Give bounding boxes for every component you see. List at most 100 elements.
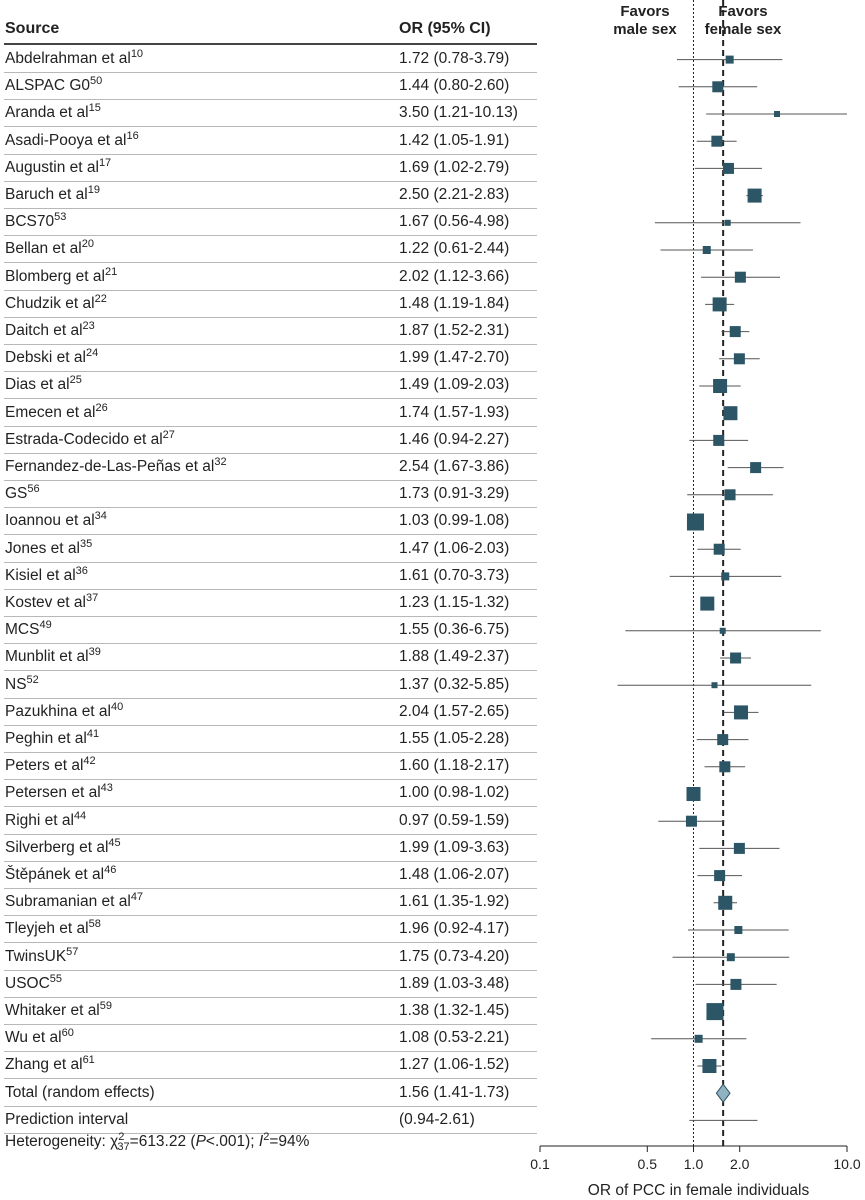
reference-number: 44 <box>73 809 87 822</box>
or-ci-cell: 1.55 (0.36-6.75) <box>399 621 510 639</box>
row-divider <box>4 507 537 509</box>
reference-number: 49 <box>39 619 52 632</box>
table-row: Blomberg et al21 2.02 (1.12-3.66) <box>0 264 540 291</box>
table-row: Righi et al44 0.97 (0.59-1.59) <box>0 808 540 835</box>
reference-number: 16 <box>126 129 139 142</box>
source-cell: Total (random effects) <box>5 1084 155 1102</box>
row-divider <box>4 480 537 481</box>
source-name: TwinsUK <box>5 947 67 965</box>
reference-number: 25 <box>69 374 82 387</box>
or-ci-cell: 1.23 (1.15-1.32) <box>399 594 510 611</box>
or-ci-cell: 1.72 (0.78-3.79) <box>399 50 510 67</box>
table-row: Estrada-Codecido et al27 1.46 (0.94-2.27) <box>0 427 540 454</box>
source-name: MCS <box>5 621 40 639</box>
source-cell: Ioannou et al34 <box>5 511 107 530</box>
or-ci-cell: 0.97 (0.59-1.59) <box>399 811 510 829</box>
source-cell: Blomberg et al21 <box>5 266 117 286</box>
table-row: Prediction interval (0.94-2.61) <box>0 1107 540 1134</box>
or-ci-cell: 1.03 (0.99-1.08) <box>399 512 510 530</box>
row-divider <box>4 1051 537 1053</box>
reference-number: 36 <box>75 564 88 577</box>
row-divider <box>4 860 537 862</box>
or-ci-cell: (0.94-2.61) <box>399 1110 475 1128</box>
reference-number: 61 <box>82 1054 95 1067</box>
i-superscript: 2 <box>263 1131 270 1143</box>
source-cell: Wu et al60 <box>5 1027 74 1047</box>
row-divider <box>4 289 537 291</box>
table-row: TwinsUK57 1.75 (0.73-4.20) <box>0 944 540 971</box>
source-name: ALSPAC G0 <box>5 77 91 95</box>
table-row: Kisiel et al36 1.61 (0.70-3.73) <box>0 563 540 590</box>
row-divider <box>4 806 537 808</box>
table-row: NS52 1.37 (0.32-5.85) <box>0 672 540 699</box>
source-name: Prediction interval <box>5 1110 129 1128</box>
or-ci-cell: 1.48 (1.06-2.07) <box>399 866 510 883</box>
source-cell: Kostev et al37 <box>5 593 98 612</box>
row-divider <box>4 942 537 944</box>
table-row: Wu et al60 1.08 (0.53-2.21) <box>0 1025 540 1053</box>
row-divider <box>4 344 537 345</box>
row-divider <box>4 1078 537 1080</box>
table-row: Debski et al24 1.99 (1.47-2.70) <box>0 345 540 373</box>
or-ci-cell: 2.02 (1.12-3.66) <box>399 267 510 285</box>
or-ci-cell: 1.67 (0.56-4.98) <box>399 213 510 231</box>
table-row: Pazukhina et al40 2.04 (1.57-2.65) <box>0 699 540 726</box>
table-row: Zhang et al61 1.27 (1.06-1.52) <box>0 1052 540 1080</box>
source-name: Zhang et al <box>5 1056 83 1074</box>
study-marker <box>686 787 701 801</box>
heterogeneity-label: Heterogeneity: χ <box>5 1133 119 1150</box>
source-name: Tleyjeh et al <box>5 920 89 938</box>
row-divider <box>4 180 537 182</box>
table-row: Chudzik et al22 1.48 (1.19-1.84) <box>0 291 540 318</box>
table-row: Asadi-Pooya et al16 1.42 (1.05-1.91) <box>0 128 540 155</box>
reference-number: 46 <box>104 864 117 876</box>
or-ci-cell: 1.69 (1.02-2.79) <box>399 158 510 176</box>
table-row: Total (random effects) 1.56 (1.41-1.73) <box>0 1080 540 1107</box>
source-name: Blomberg et al <box>5 267 105 285</box>
or-ci-cell: 2.50 (2.21-2.83) <box>399 186 510 203</box>
study-marker <box>719 627 726 634</box>
row-divider <box>4 996 537 998</box>
or-ci-cell: 1.74 (1.57-1.93) <box>399 403 510 421</box>
chi-superscript: 2 <box>118 1131 125 1143</box>
reference-number: 60 <box>61 1027 74 1040</box>
or-ci-cell: 1.08 (0.53-2.21) <box>399 1029 510 1047</box>
source-cell: Righi et al44 <box>5 809 87 830</box>
source-cell: GS56 <box>5 484 40 503</box>
reference-number: 45 <box>108 836 121 849</box>
or-ci-cell: 1.96 (0.92-4.17) <box>399 920 510 938</box>
source-cell: USOC55 <box>5 973 62 993</box>
source-name: Dias et al <box>5 376 70 394</box>
study-marker <box>713 434 725 446</box>
or-ci-cell: 1.60 (1.18-2.17) <box>399 757 510 775</box>
source-cell: Prediction interval <box>5 1111 128 1129</box>
source-cell: Dias et al25 <box>5 374 82 394</box>
or-ci-cell: 1.99 (1.09-3.63) <box>399 838 510 856</box>
p-letter: P <box>195 1133 206 1150</box>
row-divider <box>4 915 537 917</box>
table-row: Aranda et al15 3.50 (1.21-10.13) <box>0 100 540 128</box>
study-marker <box>726 953 735 962</box>
study-marker <box>712 81 724 93</box>
row-divider <box>4 208 537 209</box>
reference-number: 57 <box>66 945 79 958</box>
row-divider <box>4 235 537 237</box>
row-divider <box>4 1024 537 1025</box>
source-cell: Petersen et al43 <box>5 783 113 802</box>
x-tick-label: 0.1 <box>530 1156 550 1172</box>
or-ci-cell: 1.55 (1.05-2.28) <box>399 730 510 747</box>
or-ci-cell: 1.61 (1.35-1.92) <box>399 893 510 911</box>
source-name: GS <box>5 485 28 503</box>
row-divider <box>4 452 537 454</box>
reference-number: 24 <box>85 347 99 360</box>
or-ci-cell: 2.04 (1.57-2.65) <box>399 702 510 720</box>
reference-number: 40 <box>111 700 124 713</box>
source-cell: BCS7053 <box>5 212 66 231</box>
table-row: Kostev et al37 1.23 (1.15-1.32) <box>0 590 540 617</box>
row-divider <box>4 697 537 699</box>
table-row: BCS7053 1.67 (0.56-4.98) <box>0 209 540 237</box>
or-column-header: OR (95% CI) <box>399 20 491 37</box>
or-ci-cell: 1.89 (1.03-3.48) <box>399 974 510 992</box>
or-ci-cell: 1.99 (1.47-2.70) <box>399 349 510 367</box>
